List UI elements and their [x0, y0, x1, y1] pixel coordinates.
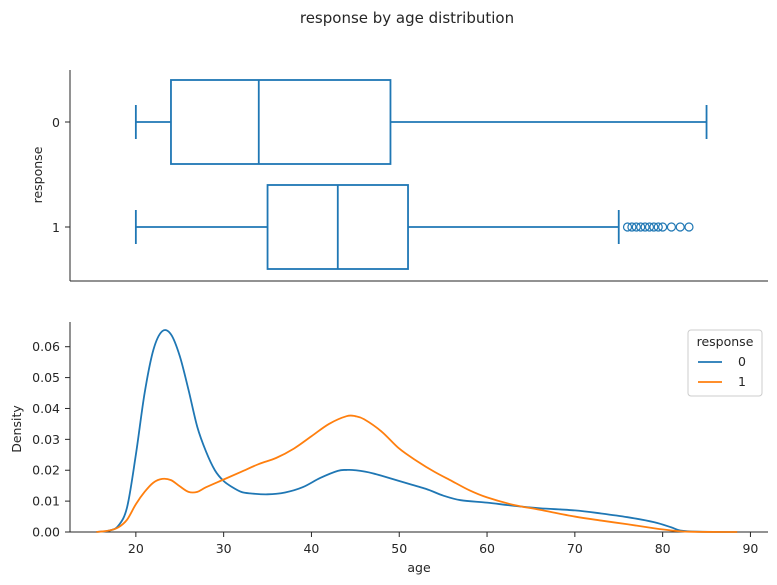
kde-plot-ylabel: Density: [9, 405, 24, 453]
box-0: [134, 79, 708, 165]
outlier-point-1-9: [666, 222, 677, 232]
kde-xtick-label-70: 70: [567, 541, 583, 556]
outlier-point-1-5: [644, 222, 655, 232]
kde-ytick-label-0.00: 0.00: [32, 525, 60, 540]
legend-label-0: 0: [738, 354, 746, 369]
outlier-point-1-1: [627, 222, 637, 232]
box-plot-ytick-label-1: 1: [52, 220, 60, 235]
kde-xtick-label-80: 80: [655, 541, 671, 556]
kde-series-line-0: [96, 329, 738, 533]
legend-label-1: 1: [738, 374, 746, 389]
outlier-point-1-8: [658, 222, 668, 232]
outlier-point-1-10: [675, 222, 685, 232]
legend-title: response: [697, 334, 754, 349]
kde-xtick-label-60: 60: [479, 541, 495, 556]
box-plot-ytick-label-0: 0: [52, 115, 60, 130]
kde-plot-axes: age Density 20 30 40 50 60 70 80 90 0.00 0.01 0.02…: [9, 322, 768, 575]
outlier-point-1-3: [636, 222, 646, 232]
kde-xtick-label-40: 40: [303, 541, 319, 556]
kde-ytick-label-0.06: 0.06: [32, 339, 60, 354]
kde-xtick-label-30: 30: [216, 541, 232, 556]
kde-xtick-label-20: 20: [128, 541, 144, 556]
kde-series-line-1: [96, 414, 738, 533]
kde-xtick-label-90: 90: [742, 541, 758, 556]
legend: response 0 1: [687, 329, 763, 397]
kde-plot-xlabel: age: [407, 560, 431, 575]
box-plot-ylabel: response: [30, 146, 45, 203]
kde-ytick-label-0.01: 0.01: [32, 494, 60, 509]
outlier-point-1-6: [649, 222, 659, 232]
outlier-point-1-11: [684, 222, 694, 232]
legend-frame: [687, 329, 763, 397]
box-1: [134, 184, 694, 270]
outlier-point-1-7: [653, 222, 663, 232]
kde-ytick-label-0.02: 0.02: [32, 463, 60, 478]
kde-xtick-label-50: 50: [391, 541, 407, 556]
outlier-point-1-0: [622, 222, 633, 232]
iqr-box-0: [170, 79, 392, 165]
outlier-point-1-4: [640, 222, 650, 232]
kde-ytick-label-0.03: 0.03: [32, 432, 60, 447]
box-plot-axes: response 0 1: [30, 70, 768, 282]
kde-ytick-label-0.04: 0.04: [32, 401, 60, 416]
outlier-point-1-2: [631, 222, 641, 232]
kde-ytick-label-0.05: 0.05: [32, 370, 60, 385]
figure-title: response by age distribution: [300, 9, 514, 27]
